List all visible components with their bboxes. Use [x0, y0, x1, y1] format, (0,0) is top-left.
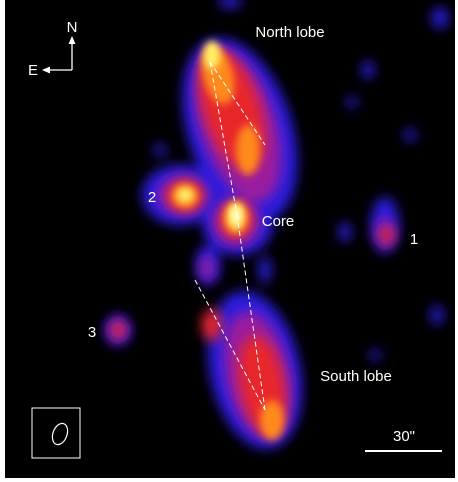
- source-label: 2: [148, 189, 156, 206]
- south-lobe-label: South lobe: [320, 368, 392, 385]
- north-label: N: [67, 19, 78, 36]
- core-label: Core: [262, 213, 295, 230]
- source-label: 1: [410, 231, 418, 248]
- north-lobe-label: North lobe: [255, 24, 324, 41]
- radio-image: N E North lobe Core South lobe 1 2 3 30": [0, 0, 458, 482]
- east-label: E: [28, 62, 38, 79]
- source-label: 3: [88, 324, 96, 341]
- scale-label: 30": [393, 428, 415, 445]
